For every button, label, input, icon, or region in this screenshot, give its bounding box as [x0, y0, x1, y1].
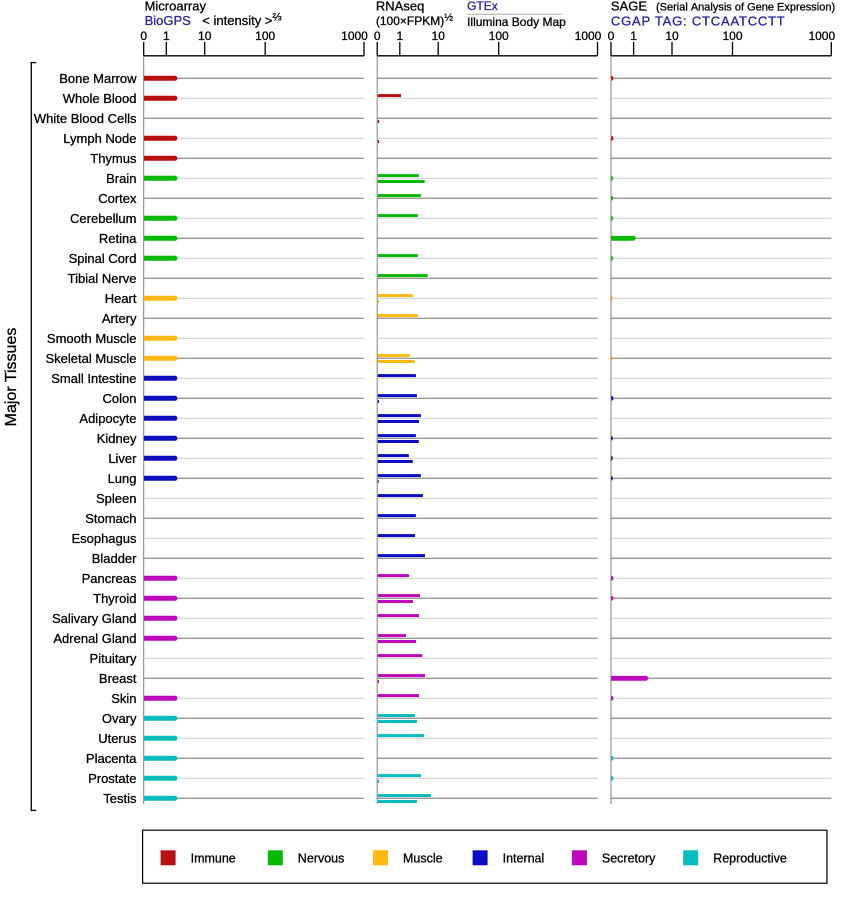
- svg-text:SAGE: SAGE: [611, 0, 647, 14]
- svg-text:Microarray: Microarray: [145, 0, 207, 14]
- svg-text:Skin: Skin: [111, 691, 136, 706]
- svg-text:10: 10: [198, 29, 212, 43]
- svg-text:1: 1: [163, 29, 170, 43]
- svg-text:Testis: Testis: [103, 791, 137, 806]
- svg-text:1: 1: [630, 29, 637, 43]
- svg-text:Heart: Heart: [105, 291, 137, 306]
- svg-text:Tibial Nerve: Tibial Nerve: [68, 271, 137, 286]
- svg-text:Salivary Gland: Salivary Gland: [52, 611, 137, 626]
- svg-text:Secretory: Secretory: [602, 851, 656, 865]
- svg-text:Cortex: Cortex: [98, 191, 137, 206]
- svg-text:Bone Marrow: Bone Marrow: [59, 71, 137, 86]
- svg-text:Esophagus: Esophagus: [71, 531, 137, 546]
- svg-text:Thymus: Thymus: [90, 151, 137, 166]
- svg-text:Bladder: Bladder: [92, 551, 137, 566]
- svg-text:Reproductive: Reproductive: [713, 851, 787, 865]
- svg-text:Colon: Colon: [103, 391, 137, 406]
- svg-text:Illumina Body Map: Illumina Body Map: [467, 15, 566, 29]
- svg-text:Pancreas: Pancreas: [82, 571, 137, 586]
- svg-text:0: 0: [374, 29, 381, 43]
- svg-text:Muscle: Muscle: [403, 851, 443, 865]
- svg-text:Nervous: Nervous: [298, 851, 345, 865]
- svg-text:Smooth Muscle: Smooth Muscle: [47, 331, 137, 346]
- svg-text:Spleen: Spleen: [96, 491, 136, 506]
- svg-text:GTEx: GTEx: [467, 0, 498, 13]
- svg-text:1000: 1000: [575, 29, 602, 43]
- svg-text:100: 100: [255, 29, 275, 43]
- svg-text:Pituitary: Pituitary: [90, 651, 137, 666]
- svg-text:Lymph Node: Lymph Node: [63, 131, 136, 146]
- svg-text:Skeletal Muscle: Skeletal Muscle: [45, 351, 136, 366]
- svg-text:Thyroid: Thyroid: [93, 591, 136, 606]
- svg-text:BioGPS: BioGPS: [145, 13, 192, 28]
- svg-text:0: 0: [140, 29, 147, 43]
- svg-text:White Blood Cells: White Blood Cells: [34, 111, 137, 126]
- svg-text:(Serial Analysis of Gene Expre: (Serial Analysis of Gene Expression): [656, 2, 835, 14]
- svg-text:(100×FPKM)½: (100×FPKM)½: [376, 12, 453, 29]
- svg-text:Ovary: Ovary: [102, 711, 137, 726]
- svg-text:Kidney: Kidney: [97, 431, 137, 446]
- svg-text:Spinal Cord: Spinal Cord: [69, 251, 137, 266]
- svg-text:Prostate: Prostate: [88, 771, 136, 786]
- svg-text:Uterus: Uterus: [98, 731, 137, 746]
- svg-text:< intensity >⅔: < intensity >⅔: [202, 12, 281, 29]
- svg-text:Cerebellum: Cerebellum: [70, 211, 136, 226]
- svg-text:Lung: Lung: [108, 471, 137, 486]
- svg-text:Major Tissues: Major Tissues: [3, 328, 20, 427]
- svg-text:Brain: Brain: [106, 171, 136, 186]
- svg-text:100: 100: [489, 29, 509, 43]
- svg-text:1000: 1000: [808, 29, 835, 43]
- svg-text:Internal: Internal: [503, 851, 545, 865]
- svg-text:Stomach: Stomach: [85, 511, 136, 526]
- svg-text:Breast: Breast: [99, 671, 137, 686]
- svg-text:Liver: Liver: [108, 451, 137, 466]
- svg-text:Artery: Artery: [102, 311, 137, 326]
- svg-text:Whole Blood: Whole Blood: [63, 91, 137, 106]
- svg-text:1: 1: [396, 29, 403, 43]
- svg-text:10: 10: [432, 29, 446, 43]
- svg-text:Placenta: Placenta: [86, 751, 137, 766]
- svg-text:Adrenal Gland: Adrenal Gland: [53, 631, 136, 646]
- svg-text:RNAseq: RNAseq: [376, 0, 424, 14]
- svg-text:0: 0: [608, 29, 615, 43]
- svg-text:1000: 1000: [341, 29, 368, 43]
- svg-text:CGAP TAG: CTCAATCCTT: CGAP TAG: CTCAATCCTT: [611, 14, 786, 29]
- svg-text:10: 10: [665, 29, 679, 43]
- svg-text:Adipocyte: Adipocyte: [79, 411, 136, 426]
- svg-text:Retina: Retina: [99, 231, 137, 246]
- svg-text:Small Intestine: Small Intestine: [51, 371, 136, 386]
- svg-text:Immune: Immune: [191, 851, 236, 865]
- svg-text:100: 100: [722, 29, 742, 43]
